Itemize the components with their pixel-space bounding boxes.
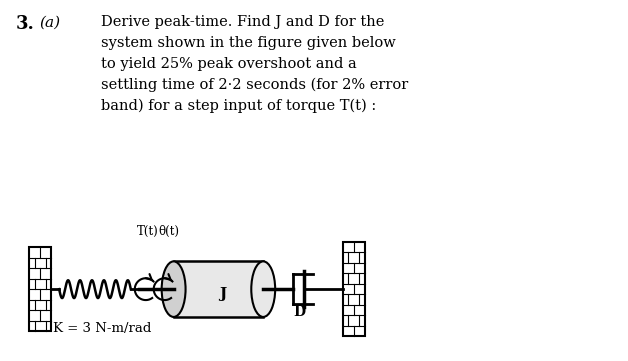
Text: D: D (293, 305, 305, 319)
Text: θ(t): θ(t) (159, 225, 180, 238)
Text: Derive peak-time. Find J and D for the: Derive peak-time. Find J and D for the (101, 15, 384, 29)
Text: T(t): T(t) (137, 225, 158, 238)
Text: band) for a step input of torque T(t) :: band) for a step input of torque T(t) : (101, 99, 376, 113)
Text: system shown in the figure given below: system shown in the figure given below (101, 36, 396, 50)
Text: to yield 25% peak overshoot and a: to yield 25% peak overshoot and a (101, 57, 357, 71)
Text: 3.: 3. (15, 15, 34, 33)
Bar (30, 247, 51, 331)
Text: K = 3 N-m/rad: K = 3 N-m/rad (53, 322, 151, 335)
Text: settling time of 2·2 seconds (for 2% error: settling time of 2·2 seconds (for 2% err… (101, 78, 408, 92)
Text: (a): (a) (39, 15, 60, 29)
Bar (173, 261, 263, 317)
Text: J: J (219, 287, 227, 301)
Ellipse shape (161, 261, 185, 317)
Ellipse shape (251, 261, 275, 317)
Bar (343, 242, 365, 336)
